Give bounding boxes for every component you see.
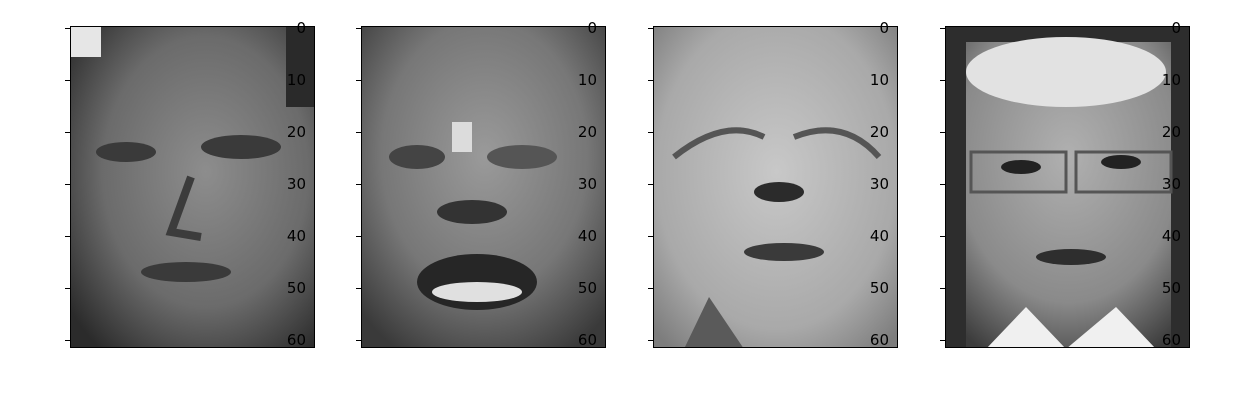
y-tick-label: 60: [276, 333, 306, 348]
y-tick: [648, 340, 653, 341]
y-tick: [940, 132, 945, 133]
y-tick-label: 30: [1151, 177, 1181, 192]
y-tick-label: 40: [859, 229, 889, 244]
y-tick-label: 60: [859, 333, 889, 348]
y-tick: [648, 28, 653, 29]
y-tick: [648, 80, 653, 81]
y-tick: [940, 288, 945, 289]
y-tick: [648, 184, 653, 185]
y-tick-label: 20: [1151, 125, 1181, 140]
y-tick: [648, 132, 653, 133]
y-tick: [356, 184, 361, 185]
y-tick: [940, 340, 945, 341]
y-tick-label: 20: [276, 125, 306, 140]
y-tick: [940, 28, 945, 29]
y-tick: [65, 288, 70, 289]
y-tick: [65, 340, 70, 341]
image-panel-3: 0 10 20 30 40 50 60: [653, 26, 898, 348]
y-tick: [356, 236, 361, 237]
y-tick-label: 50: [859, 281, 889, 296]
y-tick: [356, 288, 361, 289]
image-panel-2: 0 10 20 30 40 50 60: [361, 26, 606, 348]
y-tick-label: 60: [567, 333, 597, 348]
y-tick: [648, 236, 653, 237]
y-tick: [65, 132, 70, 133]
y-tick-label: 40: [567, 229, 597, 244]
y-tick-label: 60: [1151, 333, 1181, 348]
y-tick: [356, 28, 361, 29]
y-tick-label: 10: [567, 73, 597, 88]
y-tick-label: 30: [567, 177, 597, 192]
y-tick-label: 40: [1151, 229, 1181, 244]
y-tick: [65, 184, 70, 185]
y-tick: [356, 340, 361, 341]
y-tick-label: 50: [567, 281, 597, 296]
y-tick-label: 50: [1151, 281, 1181, 296]
y-tick-label: 0: [276, 21, 306, 36]
y-tick-label: 10: [276, 73, 306, 88]
image-panel-4: 0 10 20 30 40 50 60: [945, 26, 1190, 348]
y-tick: [648, 288, 653, 289]
y-tick: [356, 80, 361, 81]
y-tick-label: 20: [859, 125, 889, 140]
y-tick-label: 30: [276, 177, 306, 192]
y-tick-label: 0: [1151, 21, 1181, 36]
y-tick-label: 0: [567, 21, 597, 36]
y-tick-label: 20: [567, 125, 597, 140]
y-tick-label: 0: [859, 21, 889, 36]
y-tick-label: 10: [859, 73, 889, 88]
y-tick-label: 50: [276, 281, 306, 296]
y-tick: [65, 236, 70, 237]
y-tick-label: 10: [1151, 73, 1181, 88]
y-tick: [356, 132, 361, 133]
y-tick: [940, 236, 945, 237]
y-tick: [940, 80, 945, 81]
y-tick: [65, 28, 70, 29]
y-tick: [940, 184, 945, 185]
y-tick: [65, 80, 70, 81]
y-tick-label: 40: [276, 229, 306, 244]
image-panel-1: 0 10 20 30 40 50 60: [70, 26, 315, 348]
y-tick-label: 30: [859, 177, 889, 192]
